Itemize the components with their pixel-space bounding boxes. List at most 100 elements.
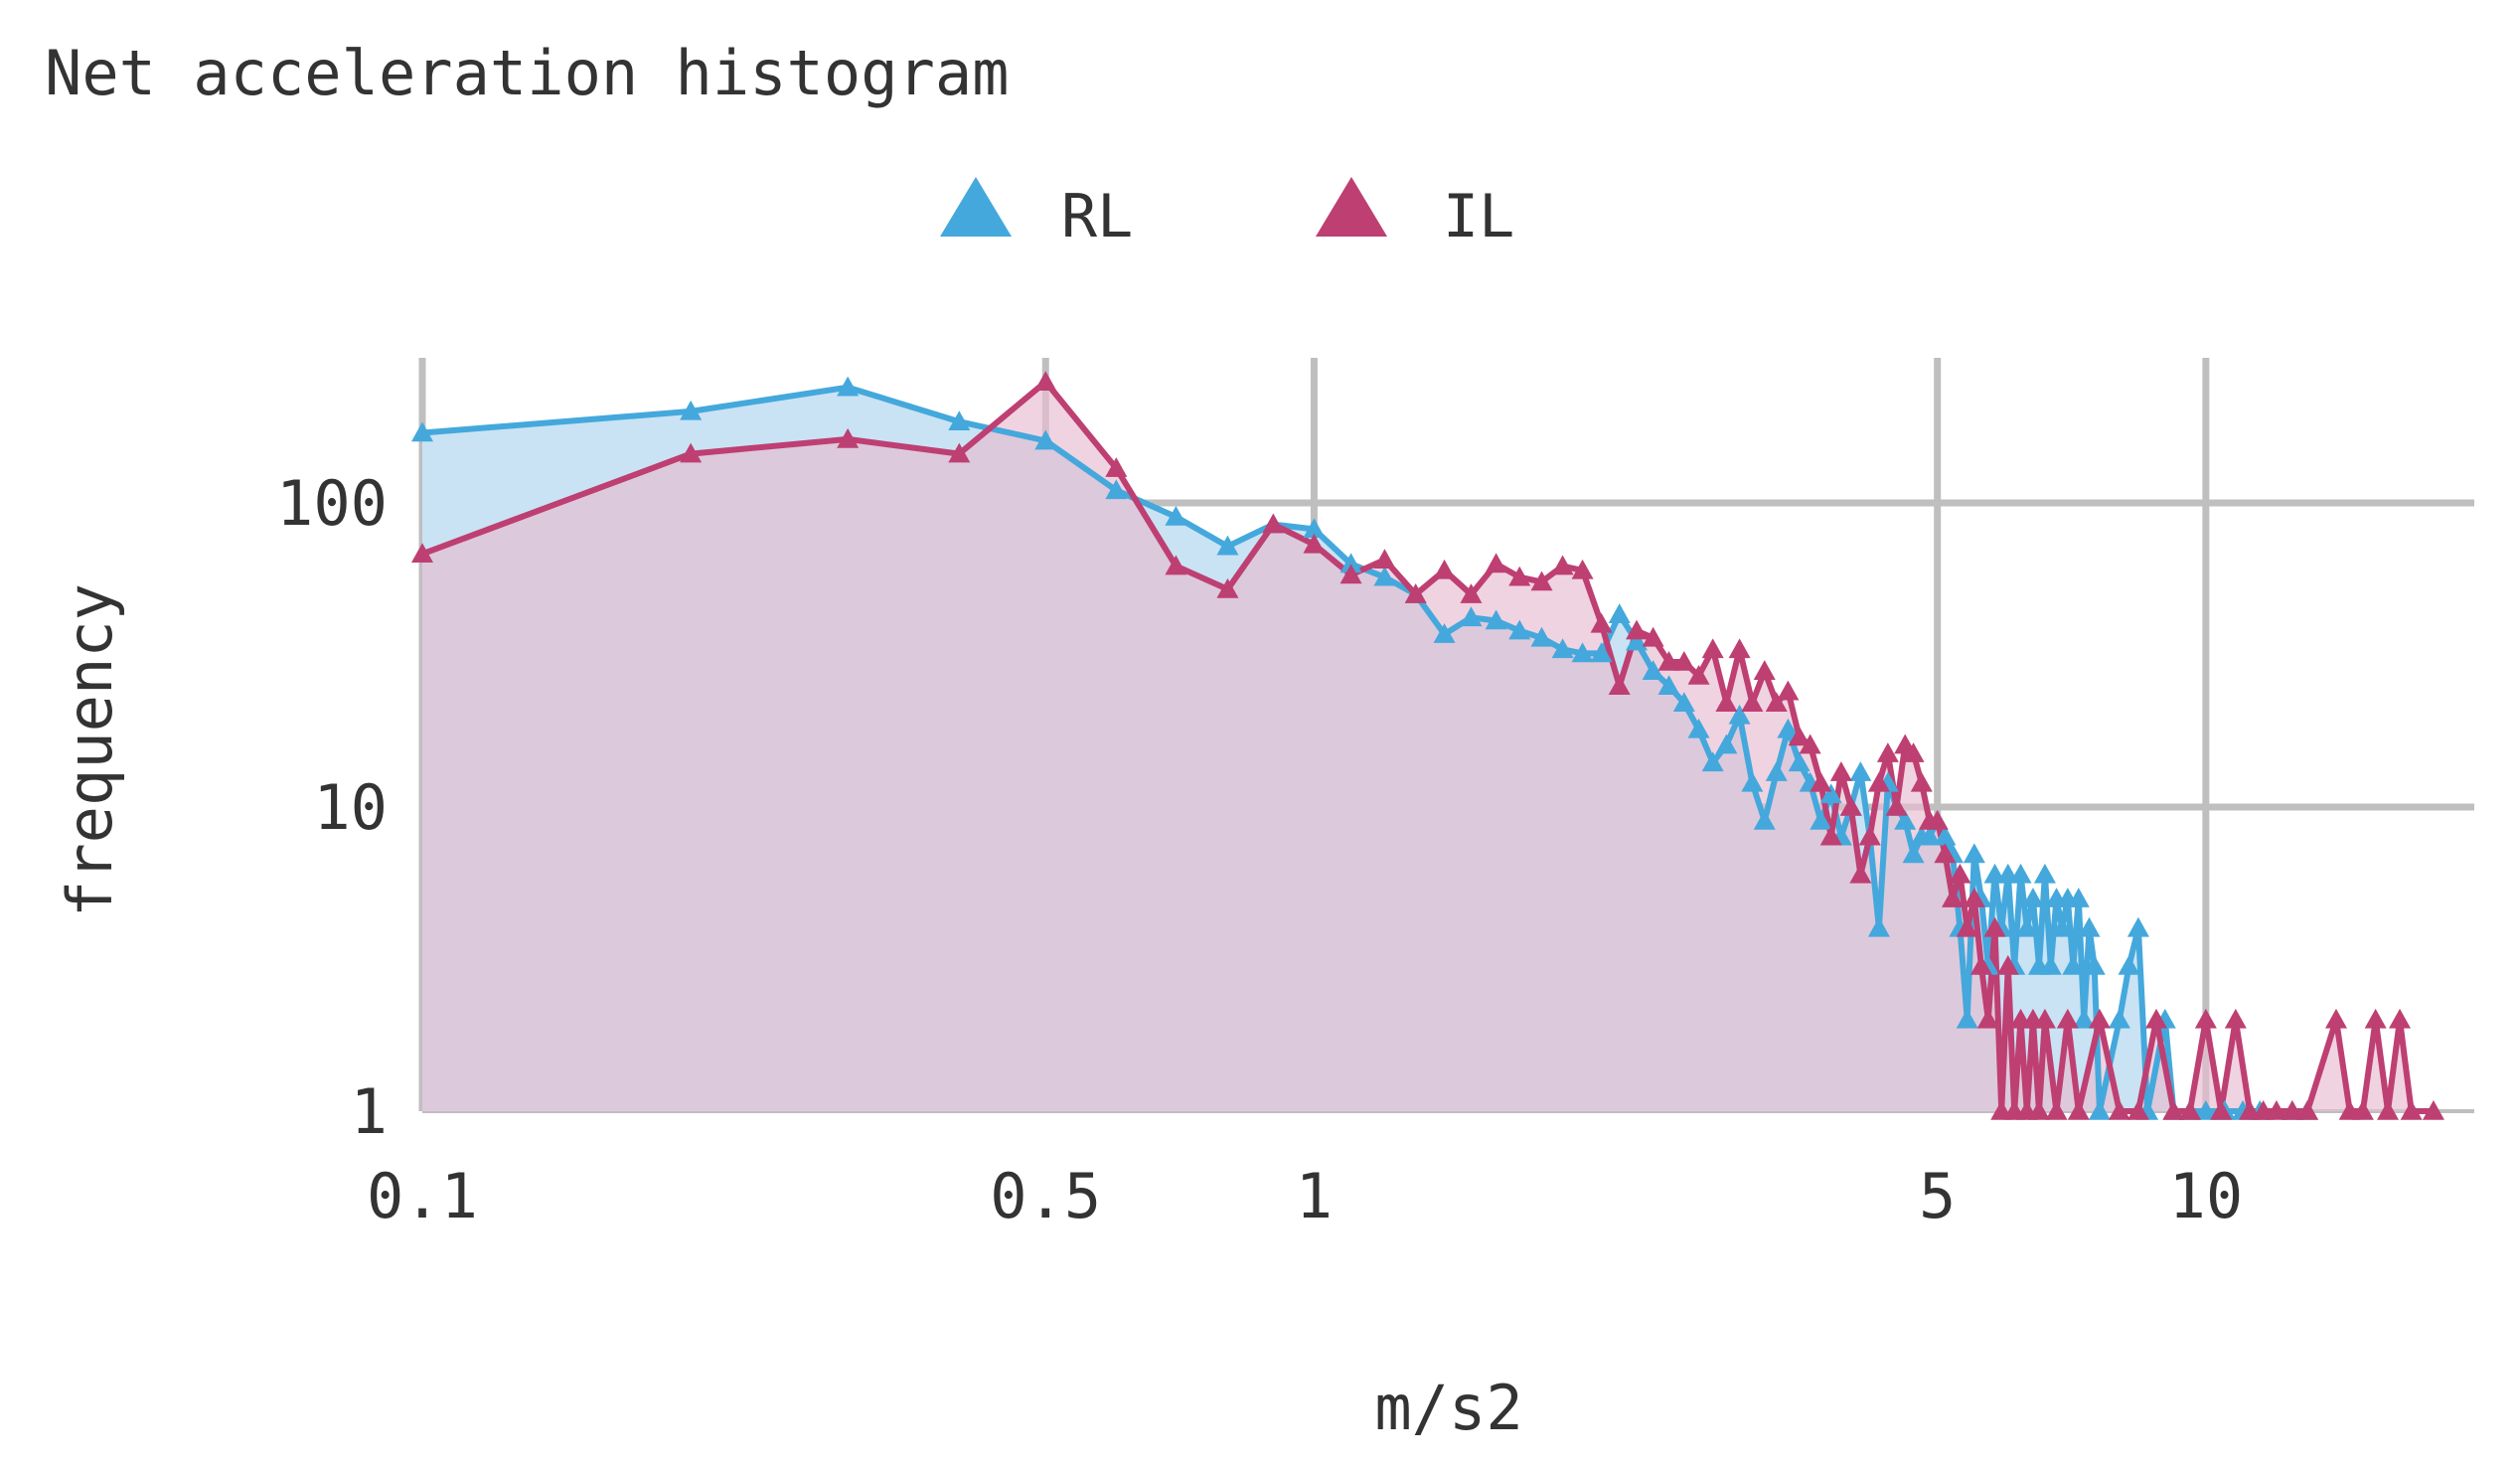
point-il <box>2224 1008 2247 1029</box>
x-tick-label: 10 <box>2169 1160 2244 1232</box>
point-il <box>1687 665 1710 685</box>
y-tick-label: 10 <box>313 771 388 844</box>
point-il <box>1777 680 1800 701</box>
point-il <box>2045 1100 2068 1120</box>
point-rl <box>2062 955 2085 975</box>
point-il <box>2389 1008 2412 1029</box>
point-rl <box>1485 609 1507 630</box>
point-rl <box>1934 825 1957 846</box>
point-rl <box>1753 810 1776 830</box>
point-rl <box>1687 718 1710 738</box>
point-il <box>1672 651 1695 671</box>
point-il <box>1530 570 1553 591</box>
legend-marker-rl <box>940 177 1012 237</box>
point-rl <box>2194 1100 2217 1120</box>
point-rl <box>2015 916 2038 937</box>
area-il <box>422 382 2434 1111</box>
point-il <box>2296 1100 2319 1120</box>
point-rl <box>1672 692 1695 713</box>
point-il <box>1926 810 1949 830</box>
point-il <box>1949 863 1971 884</box>
x-axis-label: m/s2 <box>1374 1372 1522 1444</box>
series-markers <box>411 371 2444 1120</box>
point-il <box>2194 1008 2217 1029</box>
point-il <box>2265 1100 2287 1120</box>
tick-labels: 0.1 0.5 1 5 10 1 10 100 <box>276 467 2243 1232</box>
point-il <box>1788 726 1811 746</box>
point-rl <box>1508 619 1531 640</box>
point-il <box>1551 555 1574 575</box>
point-rl <box>1105 479 1128 500</box>
point-il <box>2351 1100 2374 1120</box>
point-il <box>1849 863 1872 884</box>
point-rl <box>2021 888 2044 907</box>
point-rl <box>2118 955 2140 975</box>
point-il <box>1216 577 1239 598</box>
chart-title: Net acceleration histogram <box>45 37 1010 109</box>
point-rl <box>1608 603 1631 623</box>
point-il <box>1799 734 1821 754</box>
point-il <box>1976 1008 1999 1029</box>
point-rl <box>2067 888 2090 907</box>
point-rl <box>1303 518 1326 539</box>
point-rl <box>2009 863 2032 884</box>
point-rl <box>2108 1008 2130 1029</box>
point-il <box>1590 612 1613 633</box>
x-tick-label: 0.5 <box>990 1160 1101 1232</box>
point-il <box>1657 651 1680 671</box>
point-rl <box>1216 535 1239 556</box>
point-il <box>1165 555 1187 575</box>
point-rl <box>1642 660 1664 680</box>
point-il <box>1460 583 1483 603</box>
point-il <box>1765 692 1788 713</box>
point-il <box>1902 742 1925 762</box>
point-il <box>2056 1008 2079 1029</box>
point-il <box>2324 1008 2347 1029</box>
legend-item-il: IL <box>1316 177 1514 251</box>
point-rl <box>680 400 703 420</box>
legend-marker-il <box>1316 177 1387 237</box>
series-areas <box>422 382 2434 1111</box>
point-il <box>1867 771 1890 792</box>
point-il <box>1105 457 1128 477</box>
point-il <box>1858 825 1881 846</box>
point-rl <box>948 410 971 431</box>
point-il <box>1508 566 1531 586</box>
point-il <box>1810 771 1832 792</box>
y-axis-label: frequency <box>54 583 126 917</box>
point-il <box>948 442 971 463</box>
point-rl <box>2051 916 2074 937</box>
point-il <box>1819 825 1842 846</box>
point-il <box>1839 795 1862 816</box>
point-il <box>1829 761 1852 781</box>
y-tick-label: 100 <box>276 467 388 540</box>
point-il <box>1404 583 1427 603</box>
point-il <box>1728 638 1751 659</box>
point-rl <box>2126 916 2149 937</box>
point-il <box>2281 1100 2303 1120</box>
point-il <box>1485 553 1507 573</box>
point-rl <box>1373 566 1396 586</box>
point-il <box>1885 795 1908 816</box>
point-rl <box>1571 642 1594 663</box>
point-il <box>1941 888 1964 907</box>
point-il <box>1741 692 1764 713</box>
point-rl <box>1590 642 1613 663</box>
x-tick-label: 5 <box>1919 1160 1956 1232</box>
point-il <box>2108 1100 2130 1120</box>
point-rl <box>1460 606 1483 627</box>
point-il <box>2162 1100 2185 1120</box>
point-il <box>2067 1100 2090 1120</box>
point-il <box>1303 533 1326 554</box>
point-rl <box>1963 843 1985 864</box>
point-rl <box>1902 843 1925 864</box>
point-il <box>1876 742 1899 762</box>
legend: RL IL <box>940 177 1514 251</box>
point-rl <box>1551 638 1574 659</box>
point-il <box>1608 675 1631 696</box>
point-il <box>1753 660 1776 680</box>
point-rl <box>1956 1008 1978 1029</box>
point-il <box>1963 888 1985 907</box>
point-rl <box>1765 761 1788 781</box>
